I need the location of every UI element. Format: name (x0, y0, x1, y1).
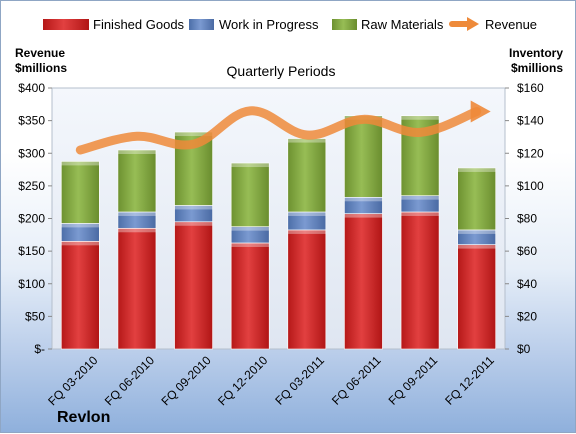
left-axis: $- $50 $100 $150 $200 $250 $300 $350 $400 (18, 81, 52, 356)
bar-bevel-raw-materials-2 (118, 150, 156, 154)
bar-bevel-finished-goods-4 (231, 243, 269, 247)
bar-raw-materials-8 (458, 168, 496, 230)
x-tick-label: FQ 03-2011 (272, 353, 327, 408)
right-axis: $0 $20 $40 $60 $80 $100 $120 $140 $160 (505, 81, 544, 356)
bar-bevel-work-in-progress-2 (118, 212, 156, 216)
bar-bevel-work-in-progress-3 (175, 205, 213, 209)
x-tick-label: FQ 06-2011 (329, 353, 384, 408)
bar-bevel-work-in-progress-1 (61, 223, 99, 227)
bar-raw-materials-4 (231, 163, 269, 227)
right-tick-label: $140 (517, 114, 544, 128)
right-tick-label: $60 (517, 244, 537, 258)
bar-bevel-finished-goods-3 (175, 222, 213, 226)
bar-finished-goods-4 (231, 243, 269, 349)
x-tick-label: FQ 12-2010 (215, 353, 270, 408)
left-tick-label: $- (34, 342, 45, 356)
legend-label-finished-goods: Finished Goods (93, 17, 185, 32)
bar-bevel-finished-goods-8 (458, 245, 496, 249)
x-tick-label: FQ 12-2011 (442, 353, 497, 408)
legend-label-raw-materials: Raw Materials (361, 17, 444, 32)
bar-finished-goods-1 (61, 241, 99, 349)
chart-subtitle: Quarterly Periods (227, 63, 336, 79)
bar-finished-goods-8 (458, 245, 496, 349)
right-tick-label: $20 (517, 309, 537, 323)
x-tick-label: FQ 09-2011 (386, 353, 441, 408)
bar-bevel-work-in-progress-6 (344, 197, 382, 201)
bar-bevel-finished-goods-6 (344, 214, 382, 218)
right-tick-label: $0 (517, 342, 531, 356)
legend-swatch-revenue (452, 17, 479, 31)
bar-raw-materials-1 (61, 161, 99, 223)
bar-raw-materials-6 (344, 116, 382, 198)
bar-bevel-finished-goods-2 (118, 228, 156, 232)
right-tick-label: $80 (517, 212, 537, 226)
bar-bevel-finished-goods-5 (288, 230, 326, 234)
right-tick-label: $160 (517, 81, 544, 95)
left-tick-label: $100 (18, 277, 45, 291)
left-tick-label: $50 (25, 309, 45, 323)
legend-swatch-raw-materials (332, 19, 357, 30)
right-axis-title-line2: $millions (511, 61, 563, 75)
x-tick-label: FQ 06-2010 (102, 353, 157, 408)
left-tick-label: $200 (18, 212, 45, 226)
bar-bevel-work-in-progress-4 (231, 227, 269, 231)
legend-swatch-finished-goods (43, 19, 89, 30)
bar-bevel-finished-goods-7 (401, 212, 439, 216)
bar-raw-materials-5 (288, 139, 326, 212)
left-tick-label: $350 (18, 114, 45, 128)
bar-bevel-raw-materials-7 (401, 116, 439, 120)
right-tick-label: $40 (517, 277, 537, 291)
left-tick-label: $150 (18, 244, 45, 258)
left-tick-label: $250 (18, 179, 45, 193)
bar-finished-goods-3 (175, 222, 213, 349)
right-tick-label: $100 (517, 179, 544, 193)
left-tick-label: $400 (18, 81, 45, 95)
bar-bevel-raw-materials-4 (231, 163, 269, 167)
bar-finished-goods-6 (344, 214, 382, 349)
legend-label-work-in-progress: Work in Progress (219, 17, 319, 32)
left-axis-title-line2: $millions (15, 61, 67, 75)
bar-finished-goods-7 (401, 212, 439, 349)
x-tick-label: FQ 09-2010 (158, 353, 213, 408)
legend-swatch-work-in-progress (189, 19, 214, 30)
bar-bevel-work-in-progress-5 (288, 212, 326, 216)
right-tick-label: $120 (517, 146, 544, 160)
bar-bevel-raw-materials-1 (61, 161, 99, 165)
legend: Finished Goods Work in Progress Raw Mate… (43, 17, 537, 32)
bar-bevel-finished-goods-1 (61, 241, 99, 245)
bar-finished-goods-2 (118, 228, 156, 349)
left-tick-label: $300 (18, 146, 45, 160)
right-axis-title-line1: Inventory (509, 46, 563, 60)
legend-label-revenue: Revenue (485, 17, 537, 32)
company-name: Revlon (57, 409, 110, 426)
bar-finished-goods-5 (288, 230, 326, 349)
bar-bevel-work-in-progress-8 (458, 230, 496, 234)
bar-bevel-work-in-progress-7 (401, 196, 439, 200)
bar-bevel-raw-materials-8 (458, 168, 496, 172)
x-tick-label: FQ 03-2010 (45, 353, 100, 408)
left-axis-title-line1: Revenue (15, 46, 65, 60)
bar-raw-materials-2 (118, 150, 156, 212)
